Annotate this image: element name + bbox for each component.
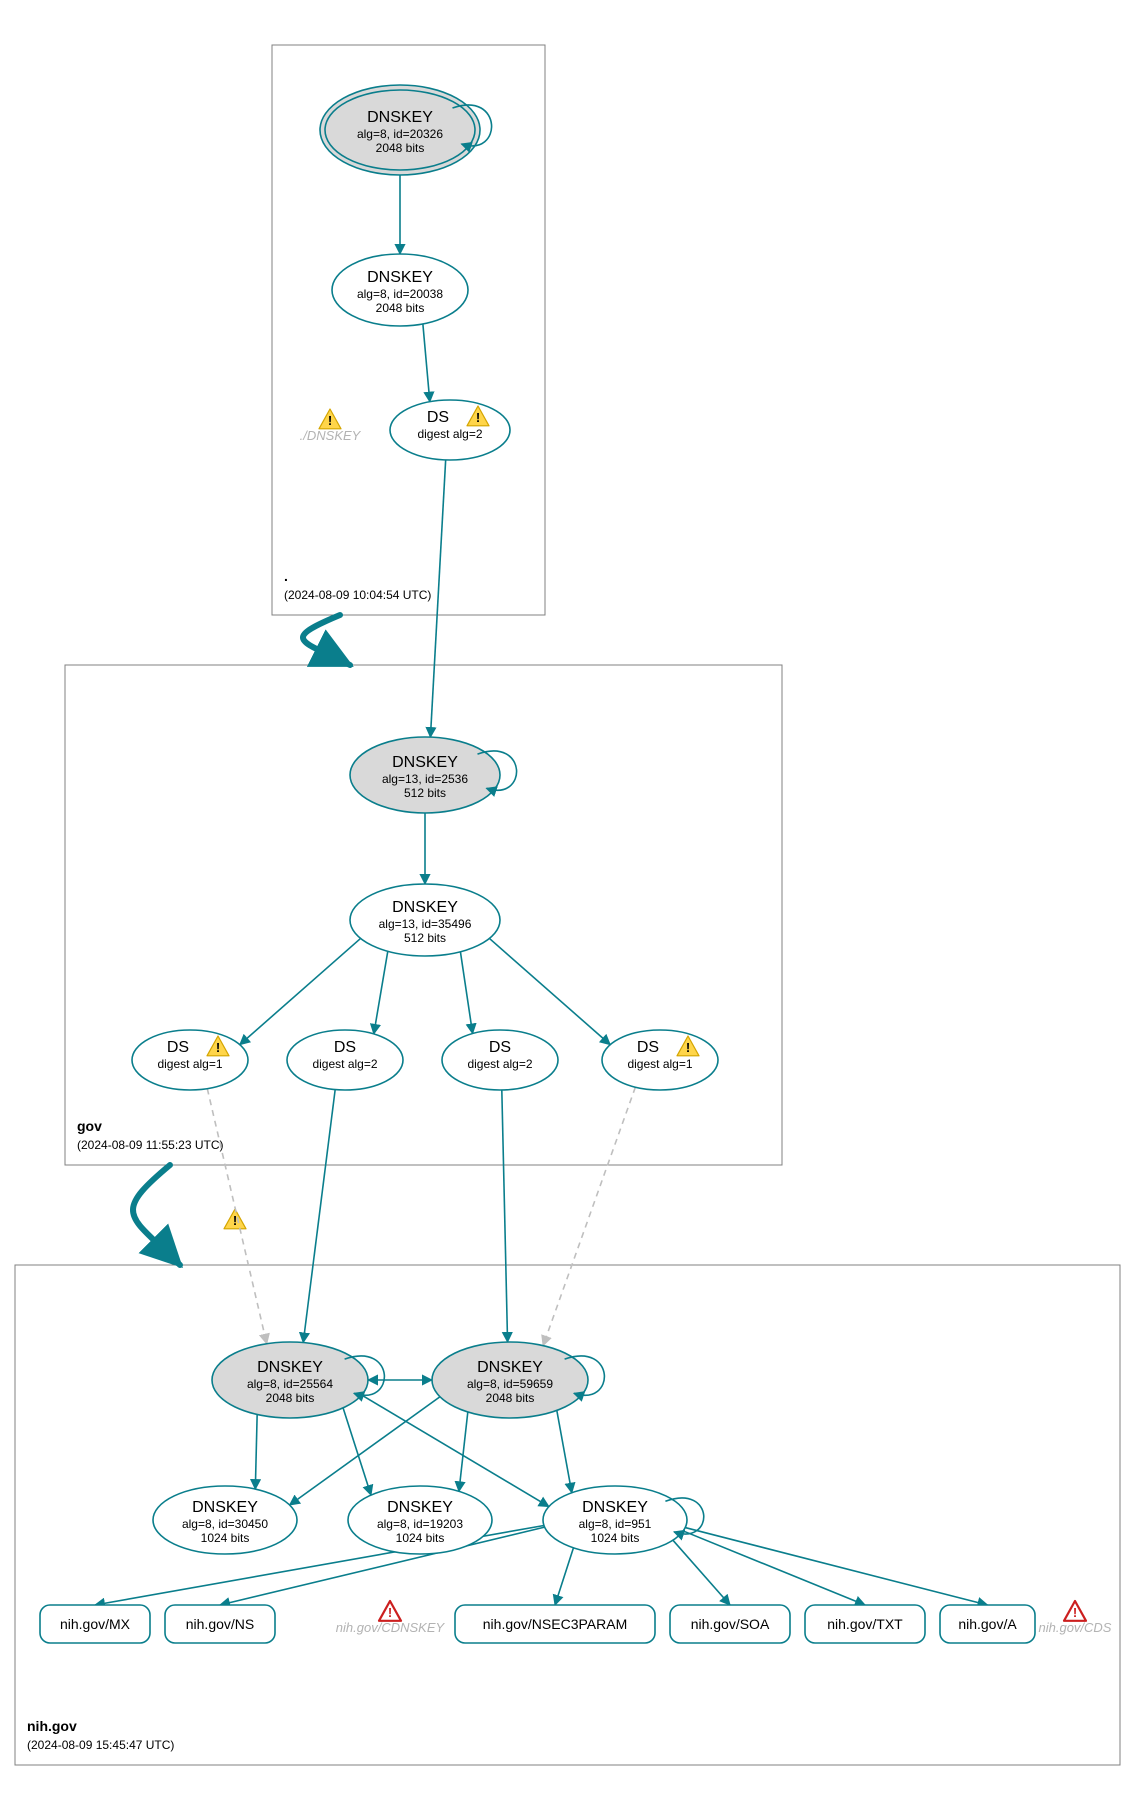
- svg-text:!: !: [476, 410, 480, 425]
- svg-text:nih.gov/NS: nih.gov/NS: [186, 1616, 254, 1632]
- svg-text:(2024-08-09 11:55:23 UTC): (2024-08-09 11:55:23 UTC): [77, 1138, 224, 1152]
- leaf-ns: nih.gov/NS: [165, 1605, 275, 1643]
- svg-text:DNSKEY: DNSKEY: [387, 1499, 453, 1516]
- svg-text:DNSKEY: DNSKEY: [257, 1359, 323, 1376]
- svg-text:alg=8, id=20326: alg=8, id=20326: [357, 127, 443, 141]
- svg-text:DS: DS: [167, 1039, 189, 1056]
- dnssec-diagram: . (2024-08-09 10:04:54 UTC) gov (2024-08-09…: [0, 0, 1131, 1799]
- svg-text:1024 bits: 1024 bits: [201, 1531, 250, 1545]
- svg-text:(2024-08-09 10:04:54 UTC): (2024-08-09 10:04:54 UTC): [284, 588, 431, 602]
- svg-text:nih.gov/A: nih.gov/A: [958, 1616, 1017, 1632]
- svg-text:gov: gov: [77, 1118, 102, 1134]
- svg-text:DS: DS: [489, 1039, 511, 1056]
- svg-text:!: !: [216, 1040, 220, 1055]
- svg-text:2048 bits: 2048 bits: [266, 1391, 315, 1405]
- svg-text:.: .: [284, 568, 288, 584]
- svg-text:alg=8, id=59659: alg=8, id=59659: [467, 1377, 553, 1391]
- svg-text:nih.gov/NSEC3PARAM: nih.gov/NSEC3PARAM: [483, 1616, 627, 1632]
- svg-text:digest alg=2: digest alg=2: [417, 427, 482, 441]
- svg-text:./DNSKEY: ./DNSKEY: [300, 428, 362, 443]
- leaf-mx: nih.gov/MX: [40, 1605, 150, 1643]
- svg-text:2048 bits: 2048 bits: [376, 301, 425, 315]
- svg-text:!: !: [233, 1213, 237, 1228]
- svg-text:DNSKEY: DNSKEY: [367, 269, 433, 286]
- svg-text:digest alg=2: digest alg=2: [467, 1057, 532, 1071]
- leaf-a: nih.gov/A: [940, 1605, 1035, 1643]
- svg-text:alg=13, id=2536: alg=13, id=2536: [382, 772, 468, 786]
- svg-text:alg=13, id=35496: alg=13, id=35496: [379, 917, 472, 931]
- svg-text:512 bits: 512 bits: [404, 786, 446, 800]
- svg-text:digest alg=1: digest alg=1: [627, 1057, 692, 1071]
- svg-text:(2024-08-09 15:45:47 UTC): (2024-08-09 15:45:47 UTC): [27, 1738, 174, 1752]
- svg-text:DS: DS: [427, 409, 449, 426]
- leaf-soa: nih.gov/SOA: [670, 1605, 790, 1643]
- svg-text:nih.gov/SOA: nih.gov/SOA: [691, 1616, 770, 1632]
- node-gov_ds1: DSdigest alg=1: [132, 1030, 248, 1090]
- svg-text:nih.gov/MX: nih.gov/MX: [60, 1616, 131, 1632]
- svg-text:1024 bits: 1024 bits: [591, 1531, 640, 1545]
- svg-text:nih.gov/TXT: nih.gov/TXT: [827, 1616, 903, 1632]
- svg-text:!: !: [686, 1040, 690, 1055]
- node-root_zsk: DNSKEYalg=8, id=200382048 bits: [332, 254, 468, 326]
- node-nih_zsk1: DNSKEYalg=8, id=304501024 bits: [153, 1486, 297, 1554]
- svg-text:!: !: [1073, 1605, 1077, 1620]
- svg-text:DNSKEY: DNSKEY: [192, 1499, 258, 1516]
- svg-text:512 bits: 512 bits: [404, 931, 446, 945]
- svg-text:!: !: [388, 1605, 392, 1620]
- svg-text:2048 bits: 2048 bits: [486, 1391, 535, 1405]
- node-gov_ds3: DSdigest alg=2: [442, 1030, 558, 1090]
- svg-text:DNSKEY: DNSKEY: [582, 1499, 648, 1516]
- svg-text:alg=8, id=19203: alg=8, id=19203: [377, 1517, 463, 1531]
- svg-text:digest alg=1: digest alg=1: [157, 1057, 222, 1071]
- svg-text:alg=8, id=25564: alg=8, id=25564: [247, 1377, 333, 1391]
- node-gov_zsk: DNSKEYalg=13, id=35496512 bits: [350, 884, 500, 956]
- svg-text:DS: DS: [637, 1039, 659, 1056]
- svg-text:1024 bits: 1024 bits: [396, 1531, 445, 1545]
- svg-text:nih.gov/CDS: nih.gov/CDS: [1039, 1620, 1112, 1635]
- node-root_ds: DSdigest alg=2: [390, 400, 510, 460]
- svg-text:alg=8, id=951: alg=8, id=951: [579, 1517, 652, 1531]
- leaf-nsec3: nih.gov/NSEC3PARAM: [455, 1605, 655, 1643]
- svg-text:digest alg=2: digest alg=2: [312, 1057, 377, 1071]
- node-gov_ds4: DSdigest alg=1: [602, 1030, 718, 1090]
- svg-text:nih.gov/CDNSKEY: nih.gov/CDNSKEY: [336, 1620, 446, 1635]
- svg-text:DNSKEY: DNSKEY: [392, 754, 458, 771]
- node-nih_zsk2: DNSKEYalg=8, id=192031024 bits: [348, 1486, 492, 1554]
- svg-text:DNSKEY: DNSKEY: [392, 899, 458, 916]
- node-gov_ds2: DSdigest alg=2: [287, 1030, 403, 1090]
- svg-text:DS: DS: [334, 1039, 356, 1056]
- svg-text:DNSKEY: DNSKEY: [367, 109, 433, 126]
- svg-text:DNSKEY: DNSKEY: [477, 1359, 543, 1376]
- svg-text:alg=8, id=30450: alg=8, id=30450: [182, 1517, 268, 1531]
- svg-text:nih.gov: nih.gov: [27, 1718, 77, 1734]
- svg-text:!: !: [328, 413, 332, 428]
- leaf-txt: nih.gov/TXT: [805, 1605, 925, 1643]
- svg-text:alg=8, id=20038: alg=8, id=20038: [357, 287, 443, 301]
- svg-text:2048 bits: 2048 bits: [376, 141, 425, 155]
